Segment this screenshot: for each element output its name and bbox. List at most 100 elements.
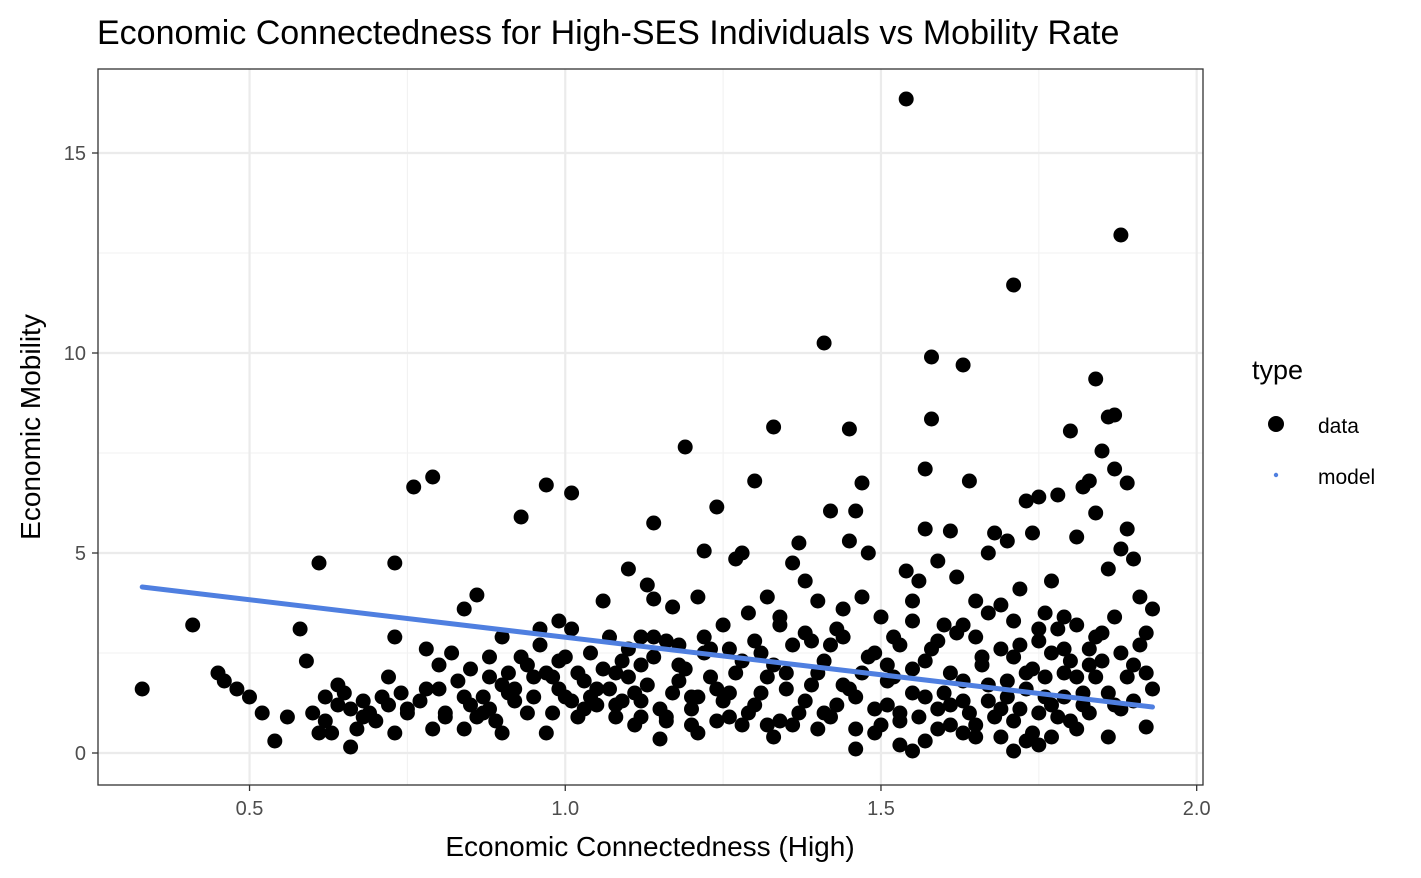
series-model <box>139 584 1155 710</box>
data-point <box>298 653 314 669</box>
data-point <box>848 721 864 737</box>
data-point <box>1062 653 1078 669</box>
data-point <box>229 681 245 697</box>
data-point <box>1006 713 1022 729</box>
data-point <box>715 693 731 709</box>
data-point <box>431 681 447 697</box>
data-point <box>355 709 371 725</box>
data-point <box>709 499 725 515</box>
data-point <box>1062 423 1078 439</box>
data-point <box>810 593 826 609</box>
data-point <box>677 439 693 455</box>
data-point <box>513 509 529 525</box>
data-point <box>841 533 857 549</box>
data-point <box>924 411 939 427</box>
data-point <box>564 485 580 501</box>
data-point <box>684 701 699 717</box>
data-point <box>993 597 1009 613</box>
data-point <box>608 665 624 681</box>
data-point <box>412 693 428 709</box>
data-point <box>917 733 933 749</box>
data-point <box>570 709 586 725</box>
data-point <box>576 673 592 689</box>
data-point <box>980 605 996 621</box>
data-point <box>993 641 1009 657</box>
x-axis: 0.5 1.0 1.5 2.0 <box>236 785 1211 820</box>
data-point <box>772 713 788 729</box>
data-point <box>216 673 232 689</box>
data-point <box>955 617 971 633</box>
data-point <box>955 725 971 741</box>
data-point <box>399 701 415 717</box>
data-point <box>860 545 876 561</box>
data-point <box>393 685 409 701</box>
data-point <box>1018 665 1034 681</box>
data-point <box>646 649 662 665</box>
legend-label-data: data <box>1318 415 1359 438</box>
data-point <box>823 637 838 653</box>
data-point <box>905 613 920 629</box>
data-point <box>778 665 794 681</box>
data-point <box>999 533 1015 549</box>
data-point <box>1031 489 1047 505</box>
data-point <box>905 661 920 677</box>
data-point <box>999 689 1015 705</box>
data-point <box>911 709 927 725</box>
data-point <box>980 545 996 561</box>
data-point <box>841 421 857 437</box>
data-point <box>633 657 649 673</box>
data-point <box>267 733 283 749</box>
data-point <box>279 709 295 725</box>
data-point <box>949 569 965 585</box>
data-point <box>368 713 384 729</box>
y-tick-label: 5 <box>75 543 86 565</box>
data-point <box>646 591 662 607</box>
data-point <box>538 725 554 741</box>
data-point <box>1069 529 1085 545</box>
data-point <box>431 657 447 673</box>
data-point <box>1056 641 1072 657</box>
data-point <box>930 553 946 569</box>
x-tick-label: 0.5 <box>236 798 264 820</box>
data-point <box>1113 541 1129 557</box>
y-axis-title: Economic Mobility <box>15 314 46 540</box>
data-point <box>1044 573 1059 589</box>
data-point <box>721 709 737 725</box>
data-point <box>848 741 864 757</box>
data-point <box>1069 721 1085 737</box>
data-point <box>930 633 946 649</box>
data-point <box>620 561 636 577</box>
data-point <box>1145 681 1160 697</box>
data-point <box>917 461 933 477</box>
data-point <box>652 731 668 747</box>
data-point <box>854 589 870 605</box>
grid <box>98 69 1203 785</box>
data-point <box>677 661 693 677</box>
data-point <box>930 721 946 737</box>
data-point <box>936 617 952 633</box>
data-point <box>526 689 542 705</box>
data-point <box>608 697 624 713</box>
data-point <box>684 717 699 733</box>
series-data <box>134 91 1160 759</box>
data-point <box>482 669 497 685</box>
data-point <box>772 609 788 625</box>
data-point <box>766 729 782 745</box>
data-point <box>1044 645 1059 661</box>
data-point <box>987 525 1003 541</box>
data-point <box>1132 589 1148 605</box>
data-point <box>242 689 257 705</box>
data-point <box>1018 733 1034 749</box>
data-point <box>456 601 472 617</box>
data-point <box>387 629 403 645</box>
data-point <box>917 689 933 705</box>
data-point <box>1056 609 1072 625</box>
data-point <box>898 563 914 579</box>
data-point <box>1119 521 1135 537</box>
data-point <box>740 705 756 721</box>
data-point <box>254 705 270 721</box>
data-point <box>816 653 832 669</box>
data-point <box>835 629 851 645</box>
data-point <box>1126 657 1141 673</box>
